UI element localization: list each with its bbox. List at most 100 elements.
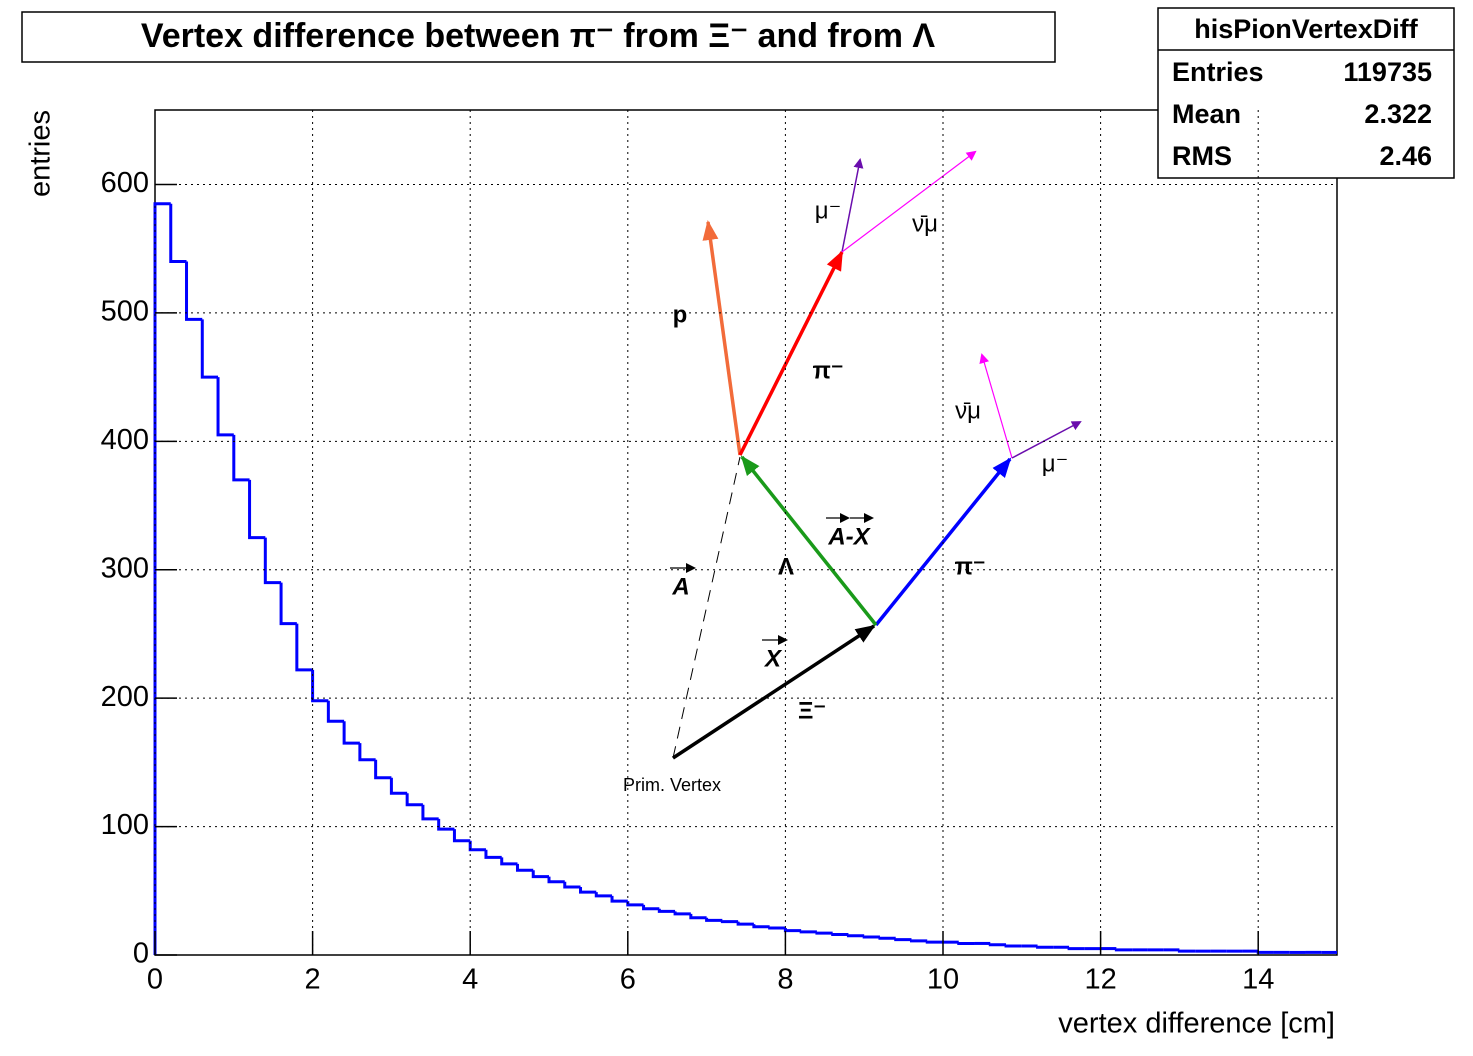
- histogram-step: [421, 804, 439, 821]
- chart-title: Vertex difference between π⁻ from Ξ⁻ and…: [141, 17, 936, 55]
- arrow-lambda: [740, 455, 878, 627]
- histogram-step: [768, 926, 786, 930]
- histogram-step: [1114, 948, 1133, 952]
- stats-rows: Entries 119735 Mean 2.322 RMS 2.46: [1172, 57, 1432, 171]
- histogram-step: [342, 721, 360, 745]
- x-tick-label: 6: [620, 964, 636, 996]
- histogram-step: [1256, 950, 1274, 954]
- histogram-step: [957, 941, 975, 945]
- histogram-step: [248, 479, 266, 540]
- y-tick-label: 500: [101, 296, 149, 328]
- histogram-step: [232, 434, 250, 482]
- histogram-step: [752, 924, 770, 929]
- diagram-label: A-X: [827, 523, 871, 550]
- x-tick-label: 0: [147, 964, 163, 996]
- arrow-neutrino: [841, 150, 977, 253]
- diagram-label: Prim. Vertex: [623, 775, 721, 795]
- x-tick-label: 4: [462, 964, 478, 996]
- histogram-step: [185, 261, 203, 321]
- histogram-step: [500, 857, 518, 866]
- arrow-muon: [841, 158, 864, 253]
- y-tick-label: 400: [101, 424, 149, 456]
- histogram-step: [705, 917, 723, 922]
- histogram-step: [531, 870, 549, 879]
- diagram-label: Ξ⁻: [798, 697, 826, 724]
- histogram-step: [515, 863, 534, 872]
- annotations: p π⁻ μ⁻ ν̄μ ν̄μ μ⁻ π⁻ A-X Λ A X Ξ⁻ Prim. Vertex: [623, 197, 1068, 794]
- histogram-step: [263, 537, 282, 585]
- y-tick-label: 200: [101, 681, 149, 713]
- histogram-step: [200, 319, 219, 379]
- histogram-step: [657, 908, 676, 913]
- stats-name: hisPionVertexDiff: [1194, 14, 1419, 44]
- histogram-step: [389, 777, 408, 795]
- arrow-xi: [672, 624, 876, 760]
- histogram-step: [1067, 947, 1085, 951]
- histogram-step: [547, 876, 565, 884]
- histogram-step: [279, 582, 297, 626]
- stats-label: RMS: [1172, 141, 1232, 171]
- arrow-neutrino: [979, 353, 1013, 459]
- histogram-step: [216, 377, 234, 437]
- histogram-step: [484, 849, 502, 859]
- y-tick-label: 100: [101, 809, 149, 841]
- histogram-step: [579, 886, 597, 894]
- histogram-step: [374, 759, 392, 780]
- histogram-step: [311, 669, 329, 703]
- histogram-step: [736, 921, 754, 926]
- histogram-step: [437, 818, 455, 831]
- plot-frame: [154, 109, 1338, 956]
- diagram-label: ν̄μ: [912, 210, 938, 237]
- x-tick-label: 8: [777, 964, 793, 996]
- histogram-step: [689, 913, 707, 920]
- histogram-step: [894, 938, 912, 942]
- stats-value: 2.322: [1364, 99, 1432, 129]
- diagram-label: π⁻: [812, 357, 843, 384]
- diagram-label: p: [673, 301, 688, 328]
- stats-label: Entries: [1172, 57, 1264, 87]
- histogram-step: [799, 930, 817, 934]
- histogram-step: [610, 895, 628, 903]
- histogram-step: [909, 939, 928, 943]
- histogram-step: [594, 892, 613, 898]
- histogram-step: [720, 920, 739, 924]
- diagram-label: X: [763, 645, 783, 672]
- histogram-step: [831, 932, 849, 936]
- stats-label: Mean: [1172, 99, 1241, 129]
- arrow-proton: [702, 220, 742, 456]
- diagram-label: μ⁻: [1042, 450, 1069, 477]
- arrow-pion-red: [738, 250, 844, 456]
- histogram-step: [925, 940, 943, 944]
- histogram-step: [295, 623, 313, 672]
- y-tick-label: 600: [101, 167, 149, 199]
- histogram-step: [846, 934, 865, 938]
- histogram-step: [673, 911, 691, 916]
- histogram-step: [878, 936, 896, 940]
- histogram-step: [1004, 944, 1022, 948]
- stats-value: 119735: [1343, 57, 1432, 87]
- histogram-step: [358, 743, 376, 762]
- histogram-step: [862, 935, 880, 939]
- histogram-step: [153, 202, 171, 955]
- histogram-step: [783, 928, 802, 933]
- title-box: [21, 11, 1056, 63]
- x-tick-label: 14: [1242, 964, 1274, 996]
- histogram-step: [1036, 945, 1054, 949]
- arrow-muon: [1011, 421, 1082, 459]
- histogram-step: [468, 840, 486, 852]
- diagram-label: ν̄μ: [955, 397, 981, 424]
- y-axis-label: entries: [25, 110, 57, 197]
- y-tick-label: 300: [101, 552, 149, 584]
- diagram-label: Λ: [778, 553, 794, 580]
- histogram-step: [405, 793, 423, 807]
- diagram-label: μ⁻: [815, 197, 842, 224]
- diagram-label: π⁻: [954, 553, 985, 580]
- x-tick-label: 10: [927, 964, 959, 996]
- histogram-step: [1177, 949, 1196, 953]
- dashed-vector: [672, 456, 741, 759]
- histogram: [153, 202, 1337, 955]
- histogram-step: [988, 943, 1007, 947]
- histogram-step: [626, 901, 644, 907]
- inset-diagram: [670, 150, 1082, 760]
